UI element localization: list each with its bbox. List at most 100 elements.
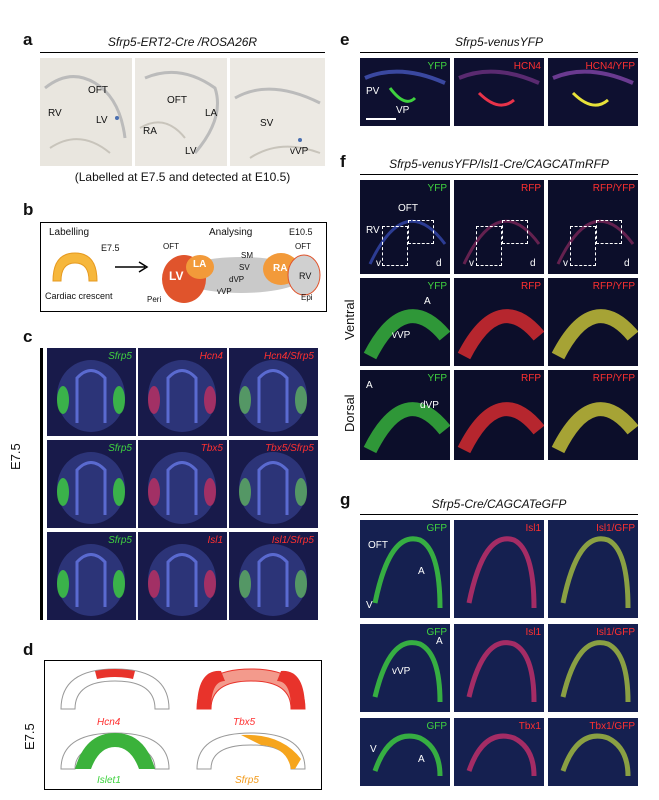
panel-f-tile-label: YFP xyxy=(427,281,447,292)
panel-f-tile: YFP xyxy=(360,278,450,366)
gene-islet1: Islet1 xyxy=(97,775,121,786)
panel-g-tile: Isl1 xyxy=(454,520,544,618)
label-a: A xyxy=(424,296,431,307)
panel-g-tile-label: Isl1/GFP xyxy=(596,627,635,638)
panel-f-tile: RFP/YFP xyxy=(548,180,638,274)
label-v: v xyxy=(469,258,474,269)
panel-f-tile: YFP xyxy=(360,180,450,274)
panel-f-tile: YFP xyxy=(360,370,450,460)
panel-f-tile-label: YFP xyxy=(427,183,447,194)
label-a: A xyxy=(418,566,425,577)
crescent-text: Cardiac crescent xyxy=(45,291,113,301)
panel-g-tile-label: Isl1/GFP xyxy=(596,523,635,534)
panel-g-tile: GFP xyxy=(360,718,450,786)
label-oft: OFT xyxy=(167,95,187,106)
panel-c-tile-label: Sfrp5 xyxy=(108,351,132,362)
panel-e-yfp: PV VP YFP xyxy=(360,58,450,126)
panel-f-rule xyxy=(360,174,638,175)
tbx5-crescent xyxy=(196,668,306,710)
panel-g-tile: Isl1/GFP xyxy=(548,520,638,618)
panel-c-tile: Hcn4/Sfrp5 xyxy=(229,348,318,436)
panel-c-tile-label: Tbx5 xyxy=(200,443,223,454)
dashed-box-d xyxy=(596,220,622,244)
label-sv: SV xyxy=(260,118,274,129)
label-lv: LV xyxy=(96,115,108,126)
panel-c-tile: Hcn4 xyxy=(138,348,227,436)
e-tile-label: HCN4/YFP xyxy=(585,61,635,72)
panel-g-tile: Tbx1/GFP xyxy=(548,718,638,786)
heart-diagram xyxy=(162,253,321,303)
label-dvp: dVP xyxy=(420,400,439,411)
label-v: v xyxy=(563,258,568,269)
panel-c-tile-label: Hcn4/Sfrp5 xyxy=(263,351,314,362)
label-vp: VP xyxy=(396,105,410,116)
panel-a-section-3: SV vVP xyxy=(230,58,325,166)
b-label-oft-2: OFT xyxy=(295,242,311,251)
b-label-la: LA xyxy=(193,259,207,270)
panel-c-side: E7.5 xyxy=(8,443,23,470)
panel-c-tile-label: Hcn4 xyxy=(199,351,223,362)
panel-g-rule xyxy=(360,514,638,515)
arrow-right-icon xyxy=(115,261,149,273)
gene-sfrp5: Sfrp5 xyxy=(235,775,259,786)
e-tile-label: HCN4 xyxy=(513,61,541,72)
label-v: V xyxy=(366,600,373,611)
label-d: d xyxy=(436,258,442,269)
panel-g-tile: GFP xyxy=(360,520,450,618)
panel-f-tile-label: RFP/YFP xyxy=(592,281,635,292)
panel-f-tile: RFP xyxy=(454,180,544,274)
panel-c-tile: Sfrp5 xyxy=(47,440,136,528)
b-label-peri: Peri xyxy=(147,295,162,304)
hcn4-crescent xyxy=(60,668,170,710)
panel-c-tile: Sfrp5 xyxy=(47,532,136,620)
panel-g-tile-label: Isl1 xyxy=(525,627,541,638)
panel-f-tile: RFP/YFP xyxy=(548,278,638,366)
panel-c-tile: Tbx5/Sfrp5 xyxy=(229,440,318,528)
panel-f-tile-label: YFP xyxy=(427,373,447,384)
label-oft: OFT xyxy=(398,203,418,214)
panel-c-tile: Isl1 xyxy=(138,532,227,620)
b-label-vvp: vVP xyxy=(217,287,232,296)
label-a: A xyxy=(418,754,425,765)
b-label-sm: SM xyxy=(241,251,253,260)
panel-a-section-2: OFT LA RA LV xyxy=(135,58,227,166)
panel-d-letter: d xyxy=(23,640,34,659)
panel-f-tile: RFP xyxy=(454,278,544,366)
label-a: A xyxy=(366,380,373,391)
panel-c-tile-label: Isl1 xyxy=(207,535,223,546)
panel-a-title: Sfrp5-ERT2-Cre /ROSA26R xyxy=(107,35,258,49)
panel-e-hcn4: HCN4 xyxy=(454,58,544,126)
b-label-lv: LV xyxy=(169,269,184,283)
panel-f-tile-label: RFP xyxy=(521,281,541,292)
panel-a-rule xyxy=(40,52,325,53)
label-ra: RA xyxy=(143,126,157,137)
panel-g-tile-label: Tbx1 xyxy=(518,721,541,732)
analysing-text: Analysing xyxy=(209,227,253,238)
panel-g-tile: Tbx1 xyxy=(454,718,544,786)
panel-a-letter: a xyxy=(23,30,33,49)
panel-a-section-1: OFT RV LV xyxy=(40,58,132,166)
islet1-crescent xyxy=(60,732,170,770)
panel-d-side: E7.5 xyxy=(22,723,37,750)
panel-f-title: Sfrp5-venusYFP/Isl1-Cre/CAGCATmRFP xyxy=(389,157,609,171)
dashed-box-v xyxy=(570,226,596,266)
scale-bar xyxy=(366,118,396,120)
panel-a-caption: (Labelled at E7.5 and detected at E10.5) xyxy=(74,170,291,184)
b-label-oft: OFT xyxy=(163,242,179,251)
panel-c-tile: Tbx5 xyxy=(138,440,227,528)
panel-f-tile-label: RFP/YFP xyxy=(592,373,635,384)
label-rv: RV xyxy=(48,108,62,119)
gene-hcn4: Hcn4 xyxy=(97,717,121,728)
label-pv: PV xyxy=(366,86,380,97)
panel-f-tile-label: RFP xyxy=(521,373,541,384)
panel-f-tile: RFP xyxy=(454,370,544,460)
panel-c-tile-label: Tbx5/Sfrp5 xyxy=(265,443,314,454)
crescent-icon xyxy=(52,252,98,282)
panel-g-tile-label: Tbx1/GFP xyxy=(589,721,635,732)
panel-g-tile-label: GFP xyxy=(426,627,447,638)
label-v: v xyxy=(376,258,381,269)
panel-g-tile: Isl1/GFP xyxy=(548,624,638,712)
panel-g-title: Sfrp5-Cre/CAGCATeGFP xyxy=(431,497,567,511)
panel-f-tile: RFP/YFP xyxy=(548,370,638,460)
dashed-box-v xyxy=(476,226,502,266)
